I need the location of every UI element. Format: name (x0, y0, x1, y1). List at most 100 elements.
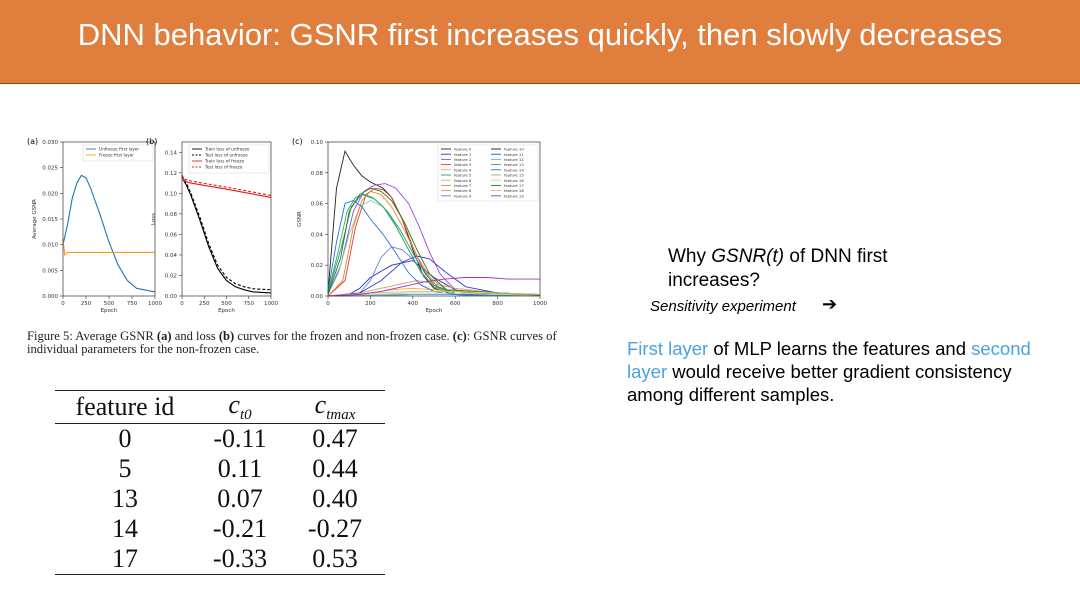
header-feature-id: feature id (75, 392, 175, 421)
series-line-12 (327, 294, 541, 297)
legend-label: feature 0 (454, 147, 472, 152)
caption-a: (a) (156, 329, 172, 343)
series-line-0 (62, 174, 156, 293)
plot-frame (62, 141, 156, 297)
y-tick-label: 0.06 (165, 232, 178, 238)
title-bar: DNN behavior: GSNR first increases quick… (0, 0, 1080, 84)
y-tick-label: 0.010 (42, 243, 58, 249)
panel-label: (b) (146, 137, 157, 146)
legend-label: feature 18 (504, 188, 524, 193)
x-axis-label: Epoch (426, 308, 443, 314)
legend-label: feature 11 (504, 152, 524, 157)
caption-c: (c) (452, 329, 467, 343)
legend-label: feature 7 (454, 183, 472, 188)
legend-label: Freeze first layer (99, 153, 134, 158)
legend-label: Test loss of freeze (204, 165, 243, 170)
series-line-13 (327, 193, 541, 296)
legend-label: feature 10 (504, 147, 524, 152)
legend-label: Train loss of freeze (204, 159, 245, 164)
x-tick-label: 400 (408, 301, 419, 307)
table-row: 13 0.07 0.40 (112, 484, 358, 513)
series-line-17 (327, 187, 541, 296)
legend-label: feature 9 (454, 193, 472, 198)
y-tick-label: 0.00 (311, 294, 324, 300)
caption-fig: Figure 5: (27, 329, 73, 343)
x-tick-label: 0 (180, 301, 184, 307)
legend-label: feature 1 (454, 152, 472, 157)
y-axis-label: Average GSNR (32, 199, 38, 239)
legend-box (188, 144, 270, 174)
series-line-2 (327, 183, 541, 296)
y-tick-label: 0.00 (165, 294, 178, 300)
slide-title: DNN behavior: GSNR first increases quick… (77, 17, 1003, 52)
legend-label: feature 2 (454, 157, 472, 162)
panel-label: (a) (27, 137, 38, 146)
x-tick-label: 250 (199, 301, 210, 307)
header-c-tmax: ctmax (314, 389, 356, 424)
x-axis-label: Epoch (101, 308, 118, 314)
table-row: 0 -0.11 0.47 (118, 424, 358, 453)
legend-label: feature 14 (504, 167, 524, 172)
arrow-right-icon: ➔ (822, 294, 838, 314)
plot-frame (327, 141, 541, 297)
y-tick-label: 0.02 (311, 263, 323, 269)
x-axis-label: Epoch (218, 308, 235, 314)
y-tick-label: 0.025 (42, 166, 58, 172)
x-tick-label: 600 (450, 301, 461, 307)
y-axis-label: GSNR (297, 211, 303, 227)
legend-label: feature 3 (454, 162, 472, 167)
series-line-16 (327, 292, 541, 297)
series-line-8 (327, 280, 541, 297)
y-tick-label: 0.10 (165, 191, 178, 197)
table-header: feature id ct0 ctmax (55, 389, 385, 424)
x-tick-label: 800 (492, 301, 503, 307)
y-tick-label: 0.08 (165, 212, 178, 218)
series-line-11 (327, 255, 541, 297)
sensitivity-label: Sensitivity experiment (650, 298, 796, 315)
x-tick-label: 0 (61, 301, 65, 307)
x-tick-label: 1000 (264, 301, 278, 307)
y-tick-label: 0.030 (42, 140, 58, 146)
series-line-4 (327, 287, 541, 297)
x-tick-label: 500 (104, 301, 115, 307)
caption-t4: : GSNR curves of individual parameters f… (27, 329, 557, 356)
caption-t1: Average GSNR (72, 329, 157, 343)
legend-label: feature 17 (504, 183, 524, 188)
series-line-18 (327, 290, 541, 297)
x-tick-label: 1000 (148, 301, 162, 307)
table-row: 17 -0.33 0.53 (112, 544, 358, 573)
y-tick-label: 0.000 (42, 294, 58, 300)
y-tick-label: 0.14 (165, 150, 178, 156)
x-tick-label: 0 (326, 301, 330, 307)
y-tick-label: 0.04 (311, 232, 324, 238)
y-axis-label: Loss (151, 213, 157, 225)
y-tick-label: 0.015 (42, 217, 58, 223)
legend-label: feature 8 (454, 188, 472, 193)
legend-label: feature 19 (504, 193, 524, 198)
legend-label: feature 15 (504, 173, 524, 178)
x-tick-label: 750 (127, 301, 138, 307)
series-line-6 (327, 199, 541, 296)
series-line-1 (328, 260, 541, 297)
feature-table: feature id ct0 ctmax 0 -0.11 0.47 5 0.11 0.4… (55, 390, 385, 575)
x-tick-label: 250 (81, 301, 92, 307)
caption-t2: and loss (171, 329, 219, 343)
header-c-t0: ct0 (228, 389, 252, 424)
series-line-0 (181, 177, 272, 294)
y-tick-label: 0.08 (311, 171, 324, 177)
y-tick-label: 0.02 (165, 273, 177, 279)
panel-label: (c) (292, 137, 303, 146)
series-line-2 (181, 176, 272, 198)
series-line-10 (327, 294, 541, 297)
table-row: 14 -0.21 -0.27 (112, 514, 363, 543)
legend-label: feature 12 (504, 157, 524, 162)
y-tick-label: 0.12 (165, 171, 177, 177)
series-line-3 (181, 174, 272, 196)
chart-panel-2: (b) 0.00 0.02 0.04 0.06 0.08 0.10 0.12 0.14 0 250 5… (146, 137, 278, 314)
series-line-1 (181, 175, 272, 291)
y-tick-label: 0.06 (311, 202, 324, 208)
legend-label: feature 13 (504, 162, 524, 167)
